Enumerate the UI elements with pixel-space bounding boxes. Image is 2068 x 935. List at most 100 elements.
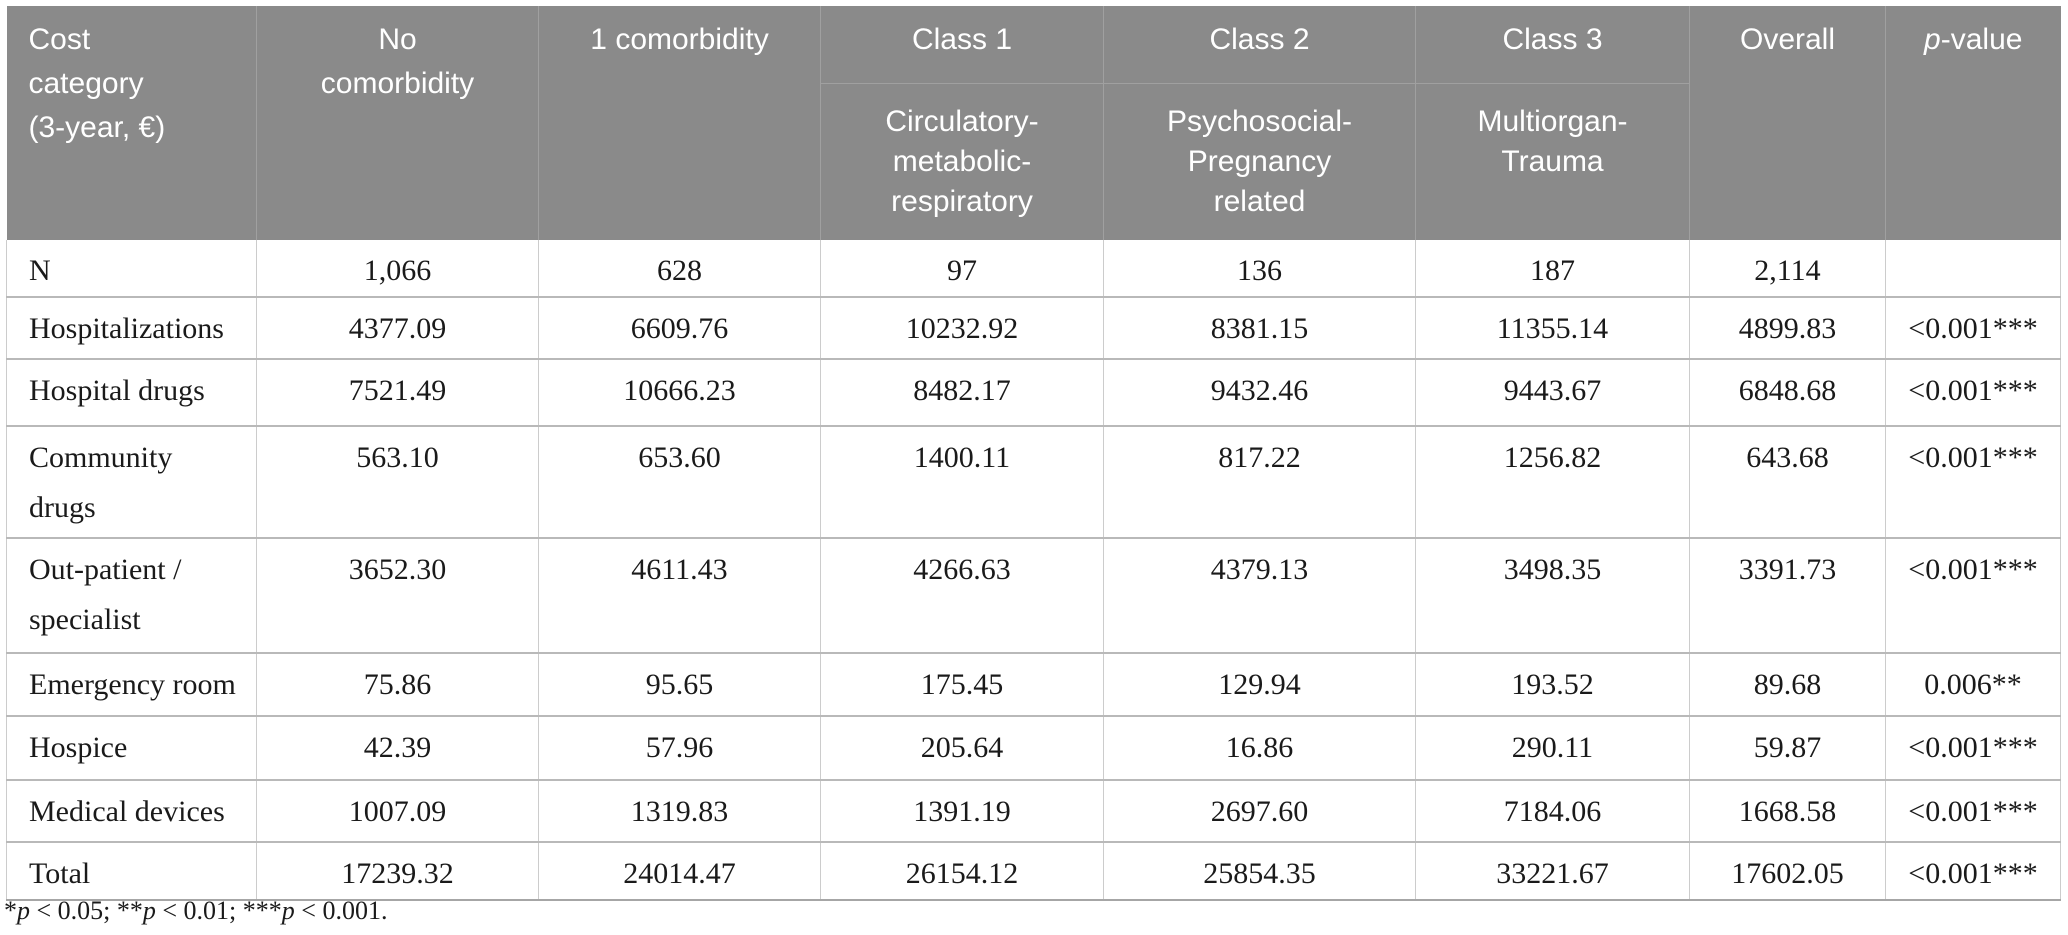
cell: 57.96 (538, 714, 821, 780)
cell: 59.87 (1689, 714, 1886, 780)
cell: 4377.09 (256, 295, 539, 359)
cell: 7521.49 (256, 357, 539, 426)
row-label: Medical devices (6, 778, 257, 842)
row-label: Emergency room (6, 651, 257, 716)
header-row-subtitles: Circulatory- metabolic- respiratory Psyc… (7, 83, 2061, 240)
table-row: Emergency room 75.86 95.65 175.45 129.94… (6, 651, 2061, 716)
cell: 4899.83 (1689, 295, 1886, 359)
cell: 193.52 (1415, 651, 1690, 716)
p-value-italic-p: p (1924, 23, 1941, 56)
cell: <0.001*** (1885, 536, 2061, 653)
cell: 1256.82 (1415, 424, 1690, 538)
cell: 33221.67 (1415, 840, 1690, 901)
footnote-star: * (4, 896, 17, 925)
header-row-main: Cost category (3-year, €) No comorbidity… (6, 6, 2061, 240)
cell: 653.60 (538, 424, 821, 538)
row-label: Hospice (6, 714, 257, 780)
cell: 4611.43 (538, 536, 821, 653)
row-label: Community drugs (6, 424, 257, 538)
table-row: Total 17239.32 24014.47 26154.12 25854.3… (6, 840, 2061, 901)
significance-footnote: *p < 0.05; **p < 0.01; ***p < 0.001. (4, 896, 387, 926)
header-class-3: Class 3 (1415, 6, 1690, 84)
cell: <0.001*** (1885, 714, 2061, 780)
cell: 16.86 (1103, 714, 1416, 780)
cell: 817.22 (1103, 424, 1416, 538)
cell: 8381.15 (1103, 295, 1416, 359)
footnote-text: < 0.05; ** (30, 896, 143, 925)
cell: 26154.12 (820, 840, 1104, 901)
header-class-3-subtitle: Multiorgan- Trauma (1415, 83, 1690, 240)
cell: 25854.35 (1103, 840, 1416, 901)
table-row: Hospital drugs 7521.49 10666.23 8482.17 … (6, 357, 2061, 426)
header-no-comorbidity: No comorbidity (256, 6, 539, 240)
cell: 2697.60 (1103, 778, 1416, 842)
cell: 1,066 (256, 239, 539, 297)
cell: 1668.58 (1689, 778, 1886, 842)
cell: 6609.76 (538, 295, 821, 359)
cell: 628 (538, 239, 821, 297)
footnote-text: < 0.001. (294, 896, 388, 925)
cell: 10666.23 (538, 357, 821, 426)
cell: 3391.73 (1689, 536, 1886, 653)
header-1-comorbidity: 1 comorbidity (538, 6, 821, 240)
cell: 24014.47 (538, 840, 821, 901)
footnote-p: p (17, 896, 30, 925)
footnote-p: p (142, 896, 156, 925)
row-label: Out-patient / specialist (6, 536, 257, 653)
header-p-value: p-value (1885, 6, 2061, 240)
row-label: N (6, 239, 257, 297)
cell: 643.68 (1689, 424, 1886, 538)
cell: 6848.68 (1689, 357, 1886, 426)
table-row: Out-patient / specialist 3652.30 4611.43… (6, 536, 2061, 653)
row-label: Hospitalizations (6, 295, 257, 359)
cell: 2,114 (1689, 239, 1886, 297)
cell: 1391.19 (820, 778, 1104, 842)
cell: 3498.35 (1415, 536, 1690, 653)
header-class-2-subtitle: Psychosocial- Pregnancy related (1103, 83, 1416, 240)
cell: 136 (1103, 239, 1416, 297)
cell: <0.001*** (1885, 295, 2061, 359)
cell: 10232.92 (820, 295, 1104, 359)
cell: 1007.09 (256, 778, 539, 842)
cell: 187 (1415, 239, 1690, 297)
table-row: Medical devices 1007.09 1319.83 1391.19 … (6, 778, 2061, 842)
cell: 17602.05 (1689, 840, 1886, 901)
cell: 89.68 (1689, 651, 1886, 716)
cell (1885, 239, 2061, 297)
row-label: Hospital drugs (6, 357, 257, 426)
cell: 563.10 (256, 424, 539, 538)
cell: 9443.67 (1415, 357, 1690, 426)
cell: 7184.06 (1415, 778, 1690, 842)
cell: 11355.14 (1415, 295, 1690, 359)
cell: 3652.30 (256, 536, 539, 653)
cell: <0.001*** (1885, 840, 2061, 901)
footnote-p: p (281, 896, 295, 925)
table-header: Cost category (3-year, €) No comorbidity… (6, 6, 2061, 240)
cell: 97 (820, 239, 1104, 297)
cell: 9432.46 (1103, 357, 1416, 426)
cell: 290.11 (1415, 714, 1690, 780)
table-body: N 1,066 628 97 136 187 2,114 Hospitaliza… (6, 239, 2061, 901)
cell: 205.64 (820, 714, 1104, 780)
p-value-rest: -value (1940, 23, 2023, 56)
table-row: Hospitalizations 4377.09 6609.76 10232.9… (6, 295, 2061, 359)
header-cost-category: Cost category (3-year, €) (6, 6, 257, 240)
cell: <0.001*** (1885, 778, 2061, 842)
cell: 129.94 (1103, 651, 1416, 716)
header-class-1: Class 1 (820, 6, 1104, 84)
table-row: N 1,066 628 97 136 187 2,114 (6, 239, 2061, 297)
header-class-2: Class 2 (1103, 6, 1416, 84)
table-row: Hospice 42.39 57.96 205.64 16.86 290.11 … (6, 714, 2061, 780)
footnote-text: < 0.01; *** (155, 896, 282, 925)
cell: 17239.32 (256, 840, 539, 901)
header-class-1-subtitle: Circulatory- metabolic- respiratory (820, 83, 1104, 240)
header-overall: Overall (1689, 6, 1886, 240)
cell: 4379.13 (1103, 536, 1416, 653)
cell: 42.39 (256, 714, 539, 780)
table-row: Community drugs 563.10 653.60 1400.11 81… (6, 424, 2061, 538)
cell: 95.65 (538, 651, 821, 716)
cost-category-table: Cost category (3-year, €) No comorbidity… (6, 6, 2061, 901)
cell: 75.86 (256, 651, 539, 716)
cell: 1400.11 (820, 424, 1104, 538)
